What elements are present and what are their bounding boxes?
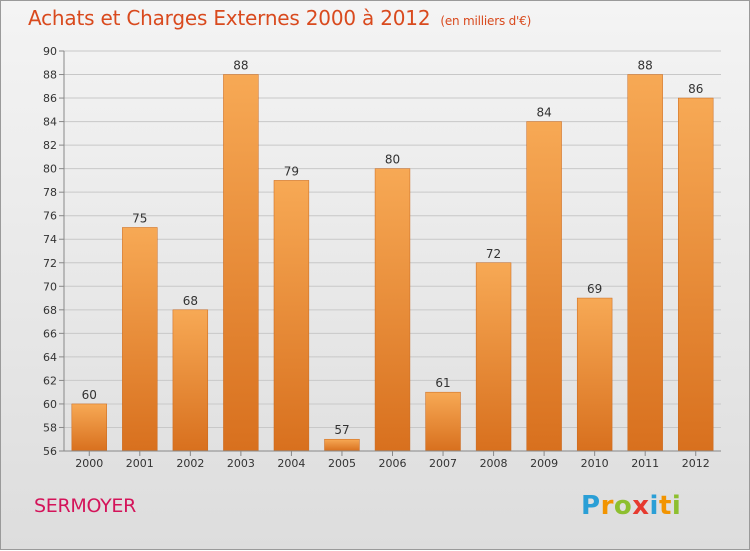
bar-value-label: 79 [284, 164, 299, 178]
logo-letter: P [581, 491, 601, 521]
x-axis: 2000 2001 2002 2003 2004 2005 2006 2007 2008 2009… [64, 450, 721, 470]
bar-2004 [273, 180, 310, 452]
bar-2008 [475, 262, 512, 452]
bar-2011 [627, 74, 663, 452]
chart-title-text: Achats et Charges Externes 2000 à 2012 [28, 6, 431, 30]
x-tick-label: 2006 [379, 457, 407, 470]
x-tick-label: 2000 [75, 457, 103, 470]
bar-value-label: 86 [688, 82, 703, 96]
x-tick-label: 2011 [631, 457, 659, 470]
x-tick-label: 2008 [480, 457, 508, 470]
y-tick-label: 58 [43, 421, 57, 434]
y-tick-label: 60 [43, 398, 57, 411]
x-tick-label: 2002 [176, 457, 204, 470]
logo-letter: t [658, 491, 672, 521]
y-tick-label: 84 [43, 116, 57, 129]
chart-unit: (en milliers d'€) [440, 14, 532, 28]
bar-value-label: 80 [385, 153, 400, 167]
bar-2001 [122, 227, 158, 452]
y-tick-label: 86 [43, 92, 57, 105]
x-tick-label: 2009 [530, 457, 558, 470]
x-tick-label: 2004 [277, 457, 305, 470]
y-tick-label: 88 [43, 69, 57, 82]
bar-value-label: 68 [183, 294, 198, 308]
bar-value-label: 72 [486, 247, 501, 261]
y-axis: 56 58 60 62 64 66 68 70 72 74 76 78 80 82 84 86 88 90 [43, 45, 65, 458]
bar-value-label: 69 [587, 282, 602, 296]
bar-value-label: 60 [82, 388, 97, 402]
y-tick-label: 72 [43, 257, 57, 270]
x-tick-label: 2005 [328, 457, 356, 470]
y-tick-label: 76 [43, 210, 57, 223]
x-tick-label: 2001 [126, 457, 154, 470]
bars: 60 75 68 88 79 57 80 61 72 84 69 88 86 [71, 59, 714, 452]
logo-letter: o [613, 491, 633, 521]
y-tick-label: 62 [43, 374, 57, 387]
y-tick-label: 64 [43, 351, 57, 364]
bar-value-label: 84 [536, 106, 551, 120]
bar-value-label: 61 [435, 376, 450, 390]
proxiti-logo: Proxiti [581, 491, 681, 521]
y-tick-label: 66 [43, 327, 57, 340]
bar-value-label: 57 [334, 423, 349, 437]
x-tick-label: 2007 [429, 457, 457, 470]
logo-letter: x [632, 491, 650, 521]
y-tick-label: 68 [43, 304, 57, 317]
y-tick-label: 82 [43, 139, 57, 152]
logo-letter: i [671, 491, 682, 521]
bar-2012 [678, 97, 714, 452]
bar-2005 [324, 438, 360, 452]
bar-2002 [172, 309, 209, 452]
y-tick-label: 80 [43, 163, 57, 176]
logo-letter: i [649, 491, 659, 521]
logo-letter: r [600, 491, 614, 521]
bar-value-label: 88 [638, 59, 653, 73]
bar-2000 [71, 403, 107, 452]
x-tick-label: 2003 [227, 457, 255, 470]
y-tick-label: 70 [43, 280, 57, 293]
bar-value-label: 75 [132, 211, 147, 225]
y-tick-label: 78 [43, 186, 57, 199]
y-tick-label: 56 [43, 445, 57, 458]
x-tick-label: 2012 [682, 457, 710, 470]
chart-title: Achats et Charges Externes 2000 à 2012 (e… [28, 6, 531, 30]
y-tick-label: 90 [43, 45, 57, 58]
x-tick-label: 2010 [581, 457, 609, 470]
bar-2010 [576, 297, 613, 452]
y-tick-label: 74 [43, 233, 57, 246]
bar-2006 [374, 168, 411, 452]
bar-2007 [425, 391, 461, 452]
bar-2009 [526, 121, 562, 452]
bar-value-label: 88 [233, 59, 248, 73]
commune-name: SERMOYER [34, 495, 136, 517]
bar-2003 [223, 74, 259, 452]
